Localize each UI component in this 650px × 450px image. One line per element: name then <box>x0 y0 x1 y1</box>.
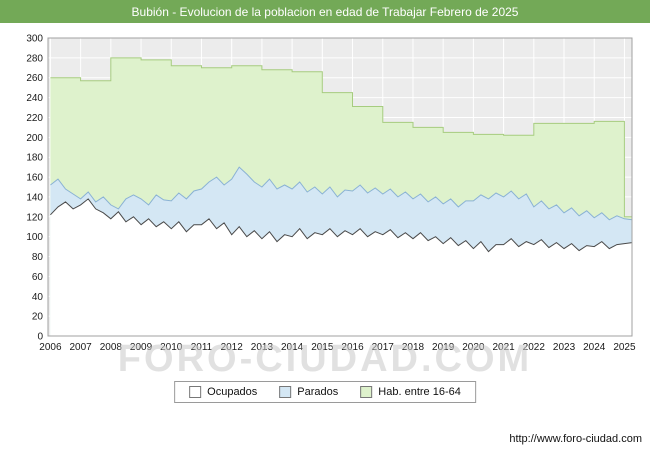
legend-swatch-parados <box>279 386 292 398</box>
svg-text:2012: 2012 <box>221 342 244 353</box>
svg-text:2020: 2020 <box>462 342 485 353</box>
legend-item-parados: Parados <box>279 386 338 398</box>
svg-text:120: 120 <box>26 212 43 223</box>
svg-text:2009: 2009 <box>130 342 153 353</box>
svg-text:2006: 2006 <box>39 342 62 353</box>
svg-text:2015: 2015 <box>311 342 334 353</box>
svg-text:2024: 2024 <box>583 342 606 353</box>
svg-text:240: 240 <box>26 93 43 104</box>
svg-text:2025: 2025 <box>613 342 636 353</box>
chart-title-bar: Bubión - Evolucion de la poblacion en ed… <box>0 0 650 23</box>
svg-text:100: 100 <box>26 232 43 243</box>
legend-item-hab-entre-16-64: Hab. entre 16-64 <box>360 386 461 398</box>
svg-text:20: 20 <box>32 312 44 323</box>
svg-text:200: 200 <box>26 133 43 144</box>
svg-text:280: 280 <box>26 53 43 64</box>
svg-text:80: 80 <box>32 252 44 263</box>
svg-text:2017: 2017 <box>372 342 395 353</box>
svg-text:2014: 2014 <box>281 342 304 353</box>
svg-text:2008: 2008 <box>100 342 123 353</box>
svg-text:0: 0 <box>37 332 43 343</box>
svg-text:180: 180 <box>26 153 43 164</box>
svg-text:2016: 2016 <box>341 342 364 353</box>
svg-text:2021: 2021 <box>492 342 515 353</box>
svg-text:2013: 2013 <box>251 342 274 353</box>
svg-text:220: 220 <box>26 113 43 124</box>
chart-title: Bubión - Evolucion de la poblacion en ed… <box>131 4 519 19</box>
svg-text:40: 40 <box>32 292 44 303</box>
svg-text:2007: 2007 <box>70 342 93 353</box>
svg-text:260: 260 <box>26 73 43 84</box>
chart-svg: 0 20 40 60 80 100 120 140 160 180 200 220 240 260 280 3… <box>26 34 636 354</box>
svg-text:140: 140 <box>26 192 43 203</box>
svg-text:2023: 2023 <box>553 342 576 353</box>
svg-text:2018: 2018 <box>402 342 425 353</box>
svg-text:60: 60 <box>32 272 44 283</box>
svg-text:2019: 2019 <box>432 342 455 353</box>
site-url-link[interactable]: http://www.foro-ciudad.com <box>509 433 642 445</box>
legend-item-ocupados: Ocupados <box>189 386 257 398</box>
svg-text:300: 300 <box>26 34 43 45</box>
svg-text:2010: 2010 <box>160 342 183 353</box>
svg-text:2011: 2011 <box>191 342 213 353</box>
legend-label-ocupados: Ocupados <box>207 386 258 398</box>
legend-swatch-ocupados <box>189 386 202 398</box>
legend-swatch-hab-entre-16-64 <box>360 386 373 398</box>
svg-text:160: 160 <box>26 173 43 184</box>
legend-label-hab-entre-16-64: Hab. entre 16-64 <box>378 386 461 398</box>
svg-text:2022: 2022 <box>523 342 546 353</box>
legend-label-parados: Parados <box>297 386 339 398</box>
legend: Ocupados Parados Hab. entre 16-64 <box>174 381 476 403</box>
